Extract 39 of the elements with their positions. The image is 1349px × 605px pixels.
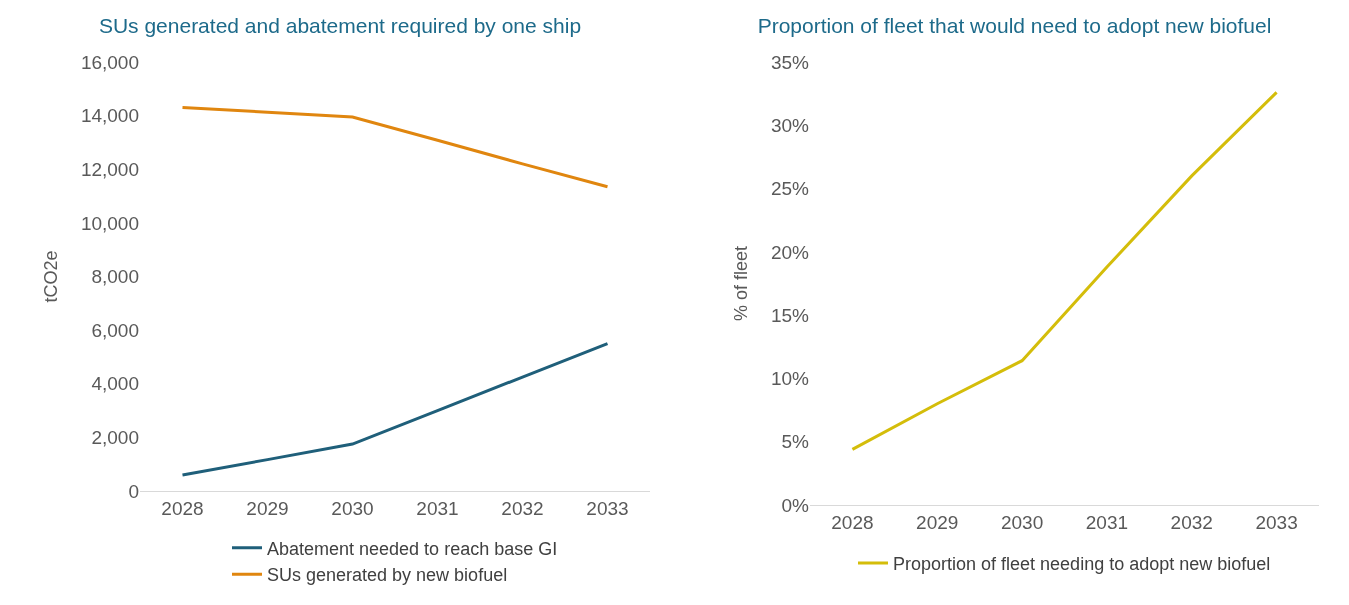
x-tick-label: 2033 (1255, 511, 1298, 533)
y-tick-label: 14,000 (80, 105, 139, 127)
x-tick-label: 2028 (831, 511, 874, 533)
y-tick-label: 6,000 (91, 319, 139, 341)
y-tick-label: 2,000 (91, 427, 139, 449)
chart-title: SUs generated and abatement required by one ship (98, 13, 582, 37)
legend-label: Abatement needed to reach base GI (267, 538, 558, 559)
y-tick-label: 25% (770, 178, 810, 200)
y-axis-title: % of fleet (731, 245, 752, 322)
y-tick-label: 16,000 (80, 51, 139, 73)
y-tick-label: 0 (128, 480, 139, 502)
x-tick-label: 2030 (1000, 511, 1044, 533)
x-tick-label: 2030 (331, 497, 374, 519)
x-tick-label: 2031 (416, 497, 459, 519)
line-series (181, 106, 609, 189)
chart-title: Proportion of fleet that would need to adopt new biofuel (757, 13, 1272, 37)
legend-label: SUs generated by new biofuel (267, 565, 508, 586)
y-tick-label: 30% (770, 114, 810, 136)
x-tick-label: 2031 (1085, 511, 1129, 533)
y-tick-label: 10,000 (80, 212, 139, 234)
y-tick-label: 4,000 (91, 373, 139, 395)
y-tick-label: 12,000 (80, 158, 139, 180)
x-tick-label: 2033 (586, 497, 629, 519)
line-series (850, 90, 1279, 451)
y-tick-label: 35% (770, 51, 810, 73)
y-axis-title: tCO2e (41, 250, 62, 303)
y-tick-label: 0% (781, 494, 810, 516)
legend-label: Proportion of fleet needing to adopt new biofuel (893, 554, 1271, 575)
x-tick-label: 2032 (501, 497, 544, 519)
x-tick-label: 2032 (1170, 511, 1213, 533)
y-tick-label: 8,000 (91, 266, 139, 288)
x-tick-label: 2029 (246, 497, 289, 519)
x-tick-label: 2029 (916, 511, 959, 533)
y-tick-label: 15% (770, 304, 810, 326)
y-tick-label: 5% (781, 431, 810, 453)
y-tick-label: 10% (770, 368, 810, 390)
x-tick-label: 2028 (161, 497, 204, 519)
y-tick-label: 20% (770, 241, 810, 263)
line-series (181, 342, 609, 477)
